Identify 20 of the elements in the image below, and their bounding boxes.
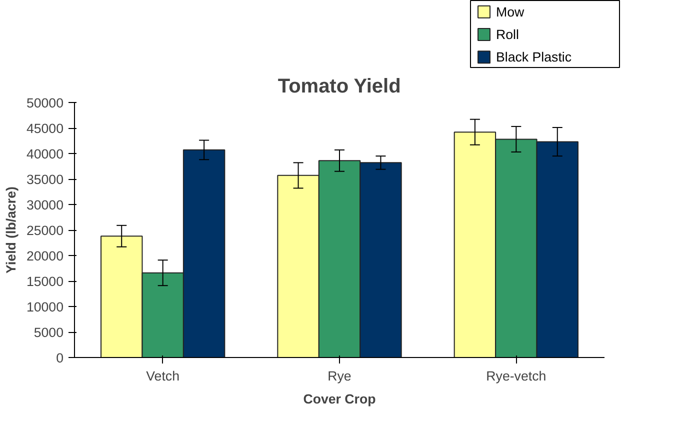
y-tick-label: 35000 xyxy=(26,172,64,187)
y-tick-label: 45000 xyxy=(26,121,64,136)
y-tick-label: 0 xyxy=(56,350,64,366)
y-tick-label: 40000 xyxy=(26,146,64,162)
x-tick-label: Vetch xyxy=(146,368,180,384)
y-tick-label: 20000 xyxy=(26,248,64,264)
y-tick-label: 10000 xyxy=(26,300,64,314)
x-tick-label: Rye xyxy=(328,368,352,384)
y-tick-label: 50000 xyxy=(26,96,64,110)
legend-label: Roll xyxy=(496,27,519,42)
legend-label: Mow xyxy=(496,4,525,20)
x-tick-label: Rye-vetch xyxy=(486,368,546,384)
y-tick-label: 30000 xyxy=(26,198,64,212)
y-tick-label: 25000 xyxy=(26,223,64,238)
y-tick-label: 5000 xyxy=(34,325,64,340)
legend-label: Black Plastic xyxy=(496,50,572,65)
y-axis-title: Yield (lb/acre) xyxy=(3,186,18,274)
x-axis-title: Cover Crop xyxy=(303,392,376,406)
y-tick-label: 15000 xyxy=(26,274,64,289)
chart-title: Tomato Yield xyxy=(278,76,401,98)
